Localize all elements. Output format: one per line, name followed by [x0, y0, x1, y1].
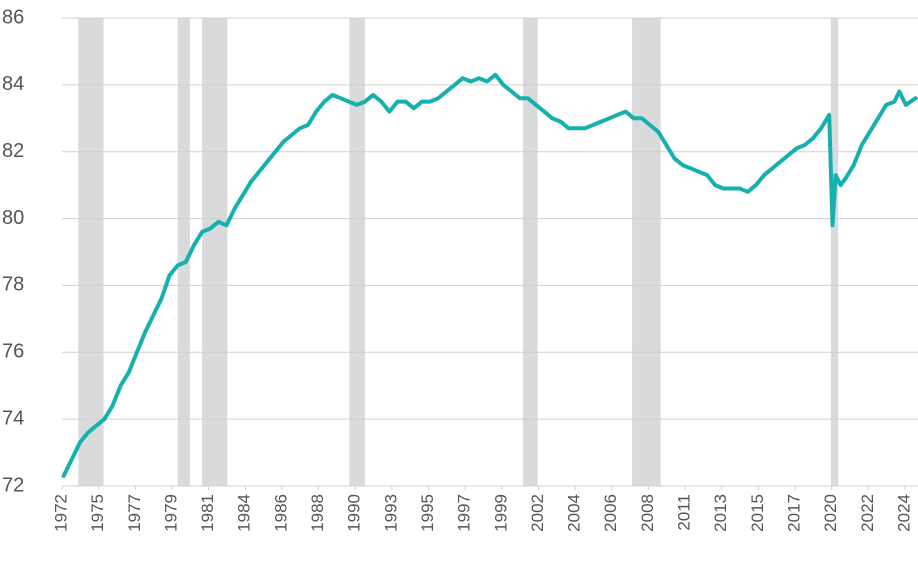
recession-band: [177, 18, 190, 486]
y-tick-label: 78: [2, 274, 24, 296]
y-tick-label: 82: [2, 140, 24, 162]
y-tick-label: 86: [2, 6, 24, 28]
x-tick-label: 1979: [161, 494, 180, 532]
x-tick-label: 2002: [528, 494, 547, 532]
x-tick-label: 1999: [491, 494, 510, 532]
x-tick-label: 2017: [785, 494, 804, 532]
y-tick-label: 72: [2, 474, 24, 496]
x-tick-label: 1993: [381, 494, 400, 532]
x-tick-label: 1995: [418, 494, 437, 532]
y-tick-label: 80: [2, 207, 24, 229]
recession-band: [202, 18, 228, 486]
x-tick-label: 2006: [601, 494, 620, 532]
y-tick-label: 84: [2, 73, 24, 95]
x-tick-label: 1990: [345, 494, 364, 532]
x-tick-label: 2004: [565, 494, 584, 532]
recession-band: [632, 18, 661, 486]
recession-band: [78, 18, 104, 486]
y-tick-label: 76: [2, 341, 24, 363]
x-tick-label: 2024: [894, 494, 913, 532]
x-tick-label: 1977: [125, 494, 144, 532]
x-tick-label: 1997: [455, 494, 474, 532]
recession-band: [830, 18, 839, 486]
x-tick-label: 1981: [198, 494, 217, 532]
x-tick-label: 1988: [308, 494, 327, 532]
x-tick-label: 1972: [51, 494, 70, 532]
data-line: [61, 72, 918, 478]
x-tick-label: 2015: [748, 494, 767, 532]
x-tick-label: 2022: [858, 494, 877, 532]
x-tick-label: 2011: [675, 494, 694, 531]
recession-band: [522, 18, 538, 486]
x-tick-label: 2008: [638, 494, 657, 532]
x-tick-label: 1986: [271, 494, 290, 532]
recession-band: [349, 18, 365, 486]
x-tick-label: 2013: [711, 494, 730, 532]
x-tick-label: 2020: [821, 494, 840, 532]
x-tick-label: 1975: [88, 494, 107, 532]
x-tick-label: 1984: [235, 494, 254, 532]
y-tick-label: 74: [2, 407, 24, 429]
